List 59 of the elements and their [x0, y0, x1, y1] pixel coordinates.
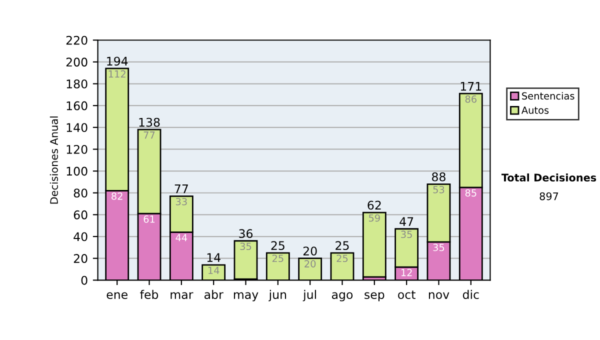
y-tick-label: 120	[66, 144, 88, 154]
x-tick-label: mar	[170, 292, 194, 300]
total-label: 25	[271, 241, 284, 250]
data-label: 112	[108, 70, 126, 78]
y-tick-label: 200	[66, 58, 88, 67]
y-tick-label: 40	[74, 232, 88, 242]
total-label: 194	[107, 56, 128, 66]
data-label: 35	[240, 242, 252, 250]
x-tick-label: dic	[462, 290, 479, 300]
x-tick-label: jul	[302, 290, 316, 302]
data-label: 35	[433, 244, 444, 252]
legend-label: Autos	[521, 106, 549, 114]
total-label: 25	[336, 241, 349, 250]
x-tick-label: may	[234, 292, 258, 302]
total-label: 62	[368, 200, 381, 210]
y-tick-label: 140	[66, 123, 88, 132]
y-tick-label: 180	[66, 79, 88, 88]
data-label: 59	[368, 214, 380, 222]
data-label: 35	[401, 230, 412, 238]
text: 897	[540, 192, 558, 200]
y-tick-label: 80	[74, 188, 88, 198]
x-tick-label: ene	[106, 292, 128, 300]
legend-label: Sentencias	[522, 92, 574, 100]
x-tick-label: feb	[140, 290, 158, 300]
y-tick-label: 60	[74, 210, 88, 220]
data-label: 44	[176, 234, 188, 242]
x-tick-label: oct	[398, 290, 416, 300]
total-label: 77	[174, 184, 188, 194]
y-tick-label: 20	[74, 254, 88, 263]
data-label: 33	[176, 198, 187, 206]
y-axis-title: Decisiones Anual	[50, 116, 58, 204]
y-tick-label: 100	[66, 166, 88, 176]
data-label: 12	[401, 268, 412, 276]
data-label: 82	[112, 192, 122, 200]
total-label: 47	[400, 217, 414, 226]
total-label: 36	[239, 229, 253, 238]
data-label: 85	[465, 189, 476, 197]
y-tick-label: 160	[66, 101, 88, 110]
total-label: 88	[432, 172, 446, 182]
data-label: 14	[208, 266, 220, 274]
total-label: 138	[139, 118, 160, 127]
x-tick-label: sep	[364, 292, 384, 302]
data-label: 61	[144, 215, 155, 223]
total-label: 20	[303, 246, 317, 256]
data-label: 77	[144, 132, 155, 139]
x-tick-label: jun	[268, 290, 286, 302]
data-label: 20	[304, 260, 316, 268]
y-tick-label: 220	[66, 36, 88, 45]
x-tick-label: abr	[204, 290, 224, 300]
data-label: 86	[465, 95, 476, 103]
data-label: 25	[272, 254, 284, 262]
total-label: 171	[460, 82, 482, 91]
x-tick-label: ago	[332, 292, 353, 302]
y-tick-label: 0	[81, 276, 88, 285]
total-label: 14	[207, 253, 220, 262]
data-label: 25	[336, 254, 348, 262]
data-label: 53	[433, 186, 444, 194]
x-tick-label: nov	[428, 292, 450, 300]
text: Total Decisiones	[501, 173, 596, 182]
